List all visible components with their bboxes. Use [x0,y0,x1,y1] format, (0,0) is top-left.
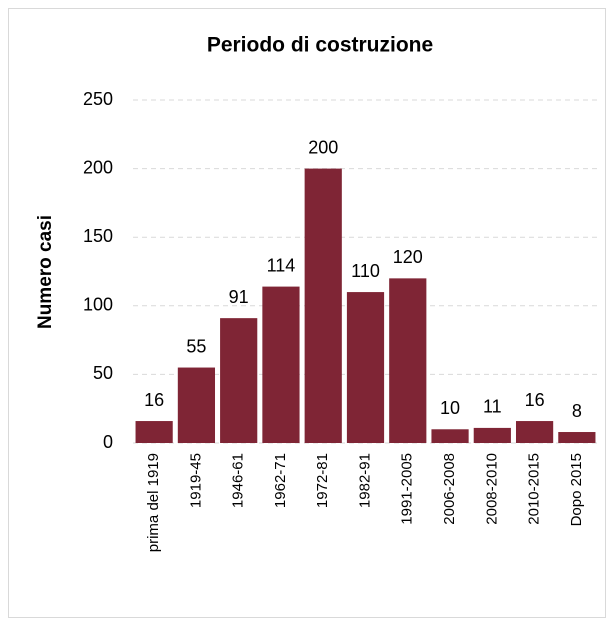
x-tick-label: 1919-45 [187,453,204,508]
bar [220,318,258,443]
data-label: 114 [267,255,296,275]
y-axis-label: Numero casi [35,215,56,329]
x-tick-label: Dopo 2015 [568,453,585,526]
y-tick-label: 150 [83,226,113,246]
data-label: 16 [525,390,545,410]
data-label: 120 [393,247,423,267]
data-label: 91 [229,287,249,307]
x-tick-label: 1991-2005 [399,453,416,525]
x-tick-label: 1982-91 [356,453,373,508]
bar [473,427,511,443]
bar [558,432,596,443]
bar [262,286,300,443]
chart-title: Periodo di costruzione [207,34,433,57]
bar [177,367,216,443]
x-tick-label: 2008-2010 [483,453,500,525]
bar [346,292,385,443]
data-label: 10 [440,398,460,418]
data-label: 200 [308,137,338,157]
x-tick-label: 1972-81 [314,453,331,508]
y-tick-label: 0 [103,432,113,452]
bar [135,421,173,443]
bar [389,278,427,443]
bar [304,168,342,443]
bar [431,429,469,443]
x-tick-label: 1962-71 [272,453,289,508]
x-tick-label: prima del 1919 [145,453,162,552]
data-label: 11 [483,397,502,417]
x-tick-label: 1946-61 [230,453,247,508]
y-tick-label: 100 [83,295,113,315]
data-label: 55 [186,336,206,356]
x-tick-label: 2006-2008 [441,453,458,525]
data-label: 110 [351,261,380,281]
data-label: 16 [144,390,164,410]
data-label: 8 [572,401,582,421]
y-tick-label: 200 [83,157,113,177]
bar [515,421,554,443]
y-tick-label: 250 [83,89,113,109]
y-tick-label: 50 [93,363,113,383]
x-tick-label: 2010-2015 [526,453,543,525]
